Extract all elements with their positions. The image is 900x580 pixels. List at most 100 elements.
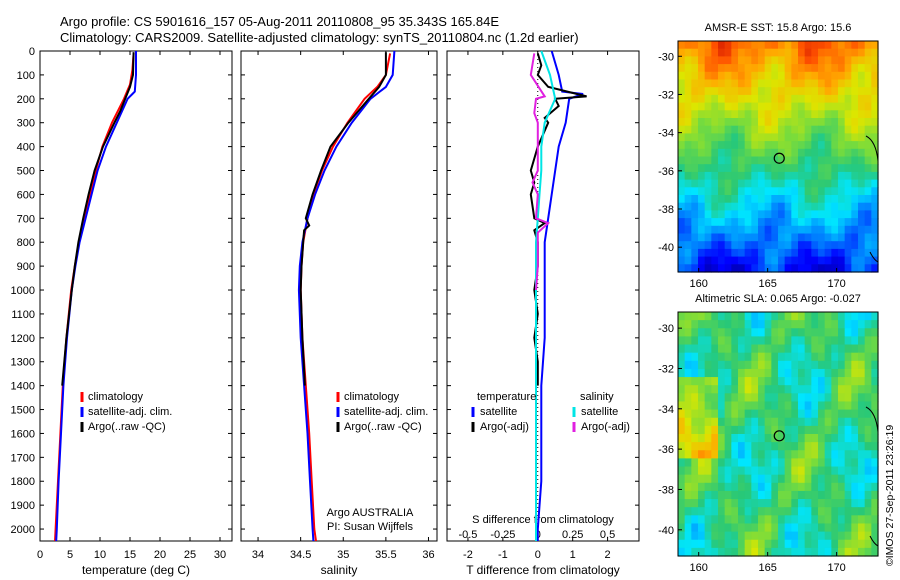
map-cell [798, 450, 806, 459]
map-cell [784, 94, 792, 104]
map-cell [778, 102, 786, 111]
map-cell [724, 344, 732, 354]
map-cell [758, 210, 766, 219]
map-cell [811, 133, 819, 142]
map-cell [798, 125, 806, 134]
map-cell [851, 233, 859, 242]
map-cell [784, 434, 792, 443]
map-cell [798, 328, 806, 337]
salinity-profile: 34 34.5 35 35.5 36salinityclimatologysatelli… [240, 50, 438, 577]
map-cell [691, 233, 699, 242]
map-cell [698, 195, 706, 204]
map-cell [804, 264, 812, 273]
map-cell [858, 148, 866, 158]
map-cell [691, 264, 699, 273]
map-cell [798, 102, 806, 111]
map-cell [731, 156, 739, 165]
map-cell [684, 187, 692, 196]
map-cell [691, 202, 699, 211]
map-cell [744, 179, 752, 188]
map-cell [838, 133, 846, 142]
map-cell [804, 218, 812, 227]
map-cell [724, 425, 732, 435]
map-cell [864, 352, 872, 362]
map-cell [838, 482, 846, 492]
map-cell [684, 41, 692, 50]
map-cell [704, 56, 712, 65]
map-cell [758, 94, 766, 104]
map-cell [698, 523, 706, 533]
map-cell [824, 41, 832, 50]
map-cell [791, 507, 799, 516]
map-cell [678, 133, 686, 142]
map-cell [844, 164, 852, 173]
series-line-2 [535, 50, 557, 541]
map-cell [771, 179, 779, 188]
map-cell [678, 256, 686, 265]
map-cell [798, 133, 806, 142]
map-cell [724, 164, 732, 173]
map-cell [871, 94, 879, 104]
map-cell [858, 210, 866, 219]
map-cell [771, 202, 779, 211]
map-cell [678, 523, 686, 533]
map-cell [858, 241, 866, 250]
map-cell [718, 233, 726, 242]
map-cell [698, 507, 706, 516]
map-cell [751, 377, 759, 386]
map-cell [678, 490, 686, 500]
map-cell [804, 102, 812, 111]
map-cell [858, 434, 866, 443]
map-cell [738, 71, 746, 81]
map-cell [844, 256, 852, 265]
map-cell [824, 466, 832, 476]
map-cell [778, 210, 786, 219]
map-cell [771, 523, 779, 533]
map-cell [738, 125, 746, 134]
map-cell [871, 118, 879, 127]
map-cell [824, 393, 832, 403]
map-cell [691, 71, 699, 81]
map-cell [851, 312, 859, 321]
map-cell [811, 434, 819, 443]
map-cell [778, 118, 786, 127]
map-cell [804, 148, 812, 158]
map-cell [784, 531, 792, 541]
map-cell [711, 218, 719, 227]
map-cell [858, 466, 866, 476]
map-cell [844, 187, 852, 196]
map-cell [764, 87, 772, 96]
map-cell [838, 312, 846, 321]
map-cell [764, 515, 772, 525]
map-cell [738, 195, 746, 204]
map-cell [838, 539, 846, 549]
map-cell [751, 539, 759, 549]
map-cell [758, 148, 766, 158]
map-cell [731, 210, 739, 219]
map-cell [698, 264, 706, 273]
map-cell [704, 241, 712, 250]
map-cell [798, 507, 806, 516]
map-cell [698, 328, 706, 337]
map-cell [831, 179, 839, 188]
map-cell [811, 499, 819, 508]
x-tick-label: 34.5 [290, 549, 311, 561]
map-cell [771, 515, 779, 525]
map-cell [778, 87, 786, 96]
map-cell [758, 202, 766, 211]
map-cell [851, 79, 859, 88]
map-cell [771, 320, 779, 329]
map-cell [844, 148, 852, 158]
map-cell [804, 187, 812, 196]
map-cell [791, 328, 799, 337]
map-cell [851, 458, 859, 468]
map-cell [838, 164, 846, 173]
map-cell [718, 202, 726, 211]
legend-label: satellite [581, 406, 618, 418]
map-cell [684, 218, 692, 227]
x-tick-label: 25 [184, 549, 196, 561]
map-cell [864, 312, 872, 321]
map-cell [704, 125, 712, 134]
map-cell [751, 312, 759, 321]
map-cell [831, 466, 839, 476]
